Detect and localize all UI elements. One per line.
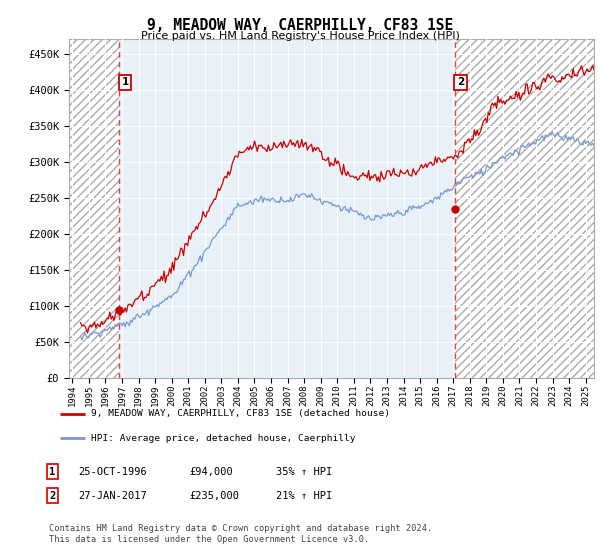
Bar bbox=[455, 39, 594, 378]
Bar bbox=[455, 39, 594, 378]
Text: £235,000: £235,000 bbox=[189, 491, 239, 501]
Text: Price paid vs. HM Land Registry's House Price Index (HPI): Price paid vs. HM Land Registry's House … bbox=[140, 31, 460, 41]
Bar bbox=[69, 39, 119, 378]
Text: 1: 1 bbox=[121, 77, 129, 87]
Text: 35% ↑ HPI: 35% ↑ HPI bbox=[276, 466, 332, 477]
Text: 2: 2 bbox=[49, 491, 55, 501]
Text: 21% ↑ HPI: 21% ↑ HPI bbox=[276, 491, 332, 501]
Text: 9, MEADOW WAY, CAERPHILLY, CF83 1SE: 9, MEADOW WAY, CAERPHILLY, CF83 1SE bbox=[147, 18, 453, 33]
Bar bbox=[69, 39, 119, 378]
Text: £94,000: £94,000 bbox=[189, 466, 233, 477]
Text: 25-OCT-1996: 25-OCT-1996 bbox=[78, 466, 147, 477]
Text: Contains HM Land Registry data © Crown copyright and database right 2024.
This d: Contains HM Land Registry data © Crown c… bbox=[49, 524, 433, 544]
Text: 9, MEADOW WAY, CAERPHILLY, CF83 1SE (detached house): 9, MEADOW WAY, CAERPHILLY, CF83 1SE (det… bbox=[91, 409, 389, 418]
Text: 27-JAN-2017: 27-JAN-2017 bbox=[78, 491, 147, 501]
Text: HPI: Average price, detached house, Caerphilly: HPI: Average price, detached house, Caer… bbox=[91, 434, 355, 443]
Text: 1: 1 bbox=[49, 466, 55, 477]
Text: 2: 2 bbox=[457, 77, 464, 87]
